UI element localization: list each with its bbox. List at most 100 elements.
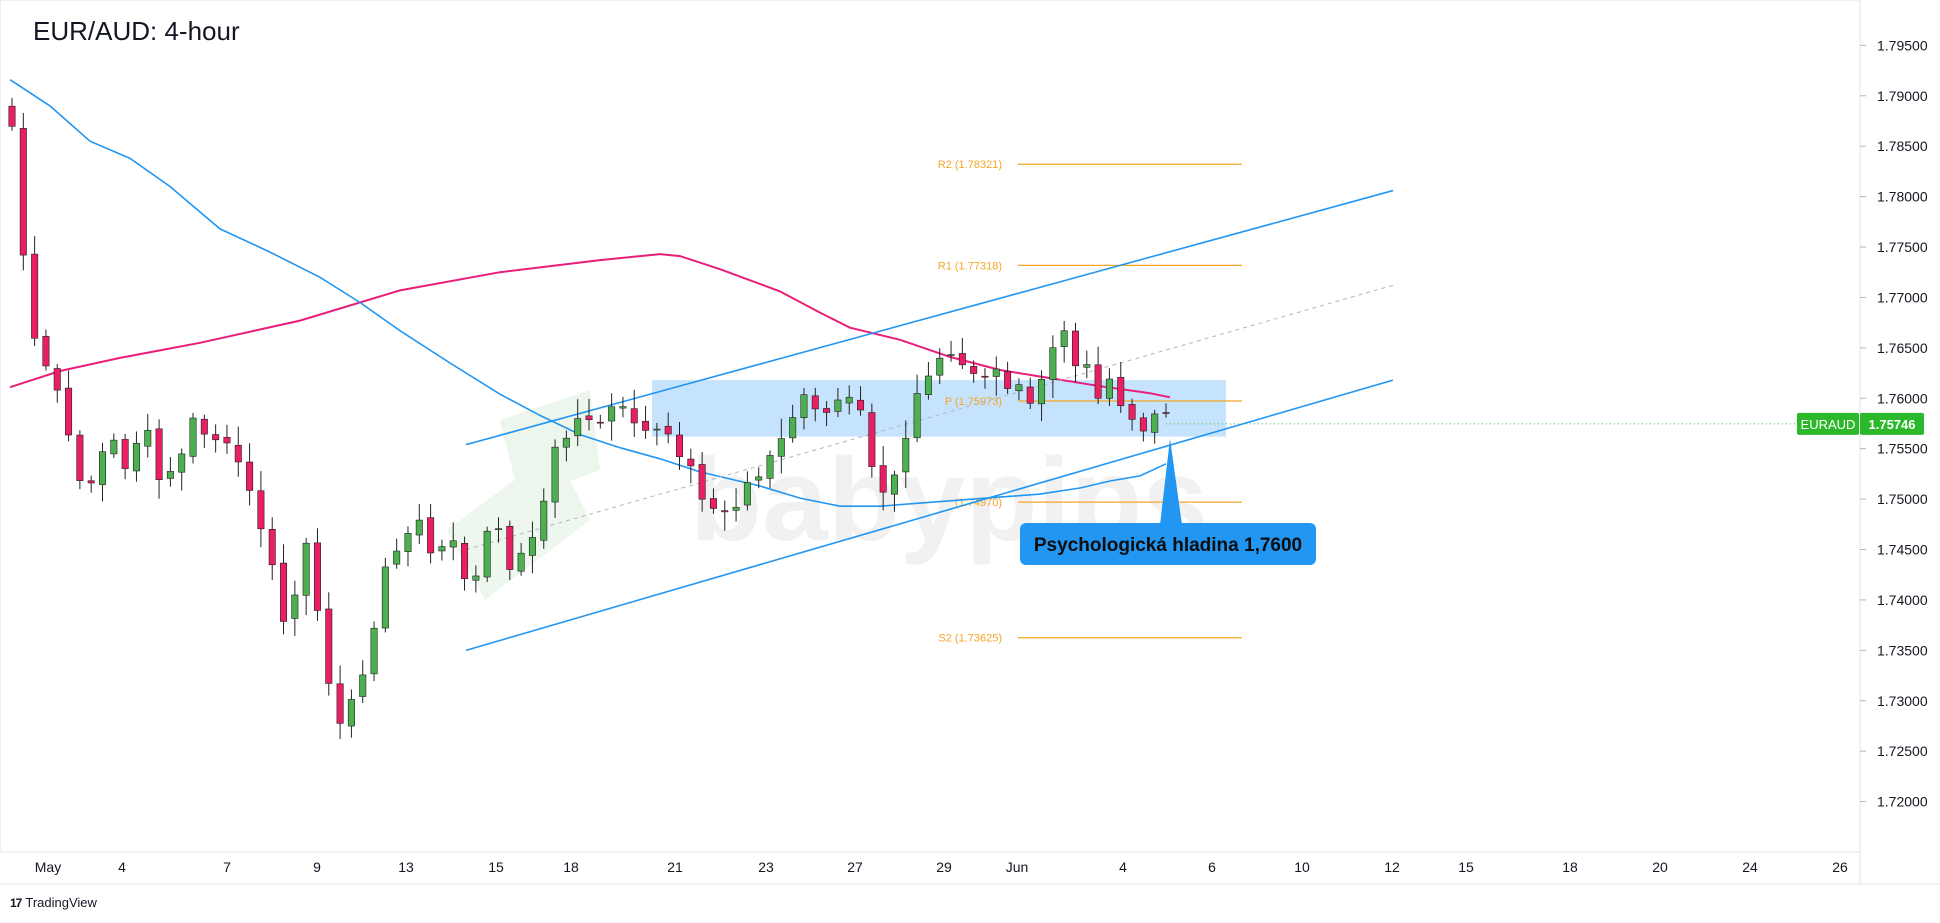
pivot-label: P (1.75973) (945, 396, 1002, 408)
pivot-label: R1 (1.77318) (938, 260, 1002, 272)
candle-body (76, 434, 84, 481)
candle-body (166, 471, 174, 479)
callout-pointer (1160, 438, 1182, 525)
candle-body (200, 418, 208, 435)
candle-body (1105, 378, 1113, 399)
x-tick-label: 24 (1742, 859, 1758, 875)
candle-body (246, 461, 254, 491)
channel-lower-line (465, 379, 1394, 652)
candle-body (676, 434, 684, 458)
candle-body (834, 399, 842, 412)
candle-body (415, 519, 423, 536)
candle-body (427, 517, 435, 554)
candle-body (1015, 384, 1023, 392)
candle-body (924, 375, 932, 395)
y-tick-label: 1.76000 (1877, 390, 1928, 406)
candle-body (291, 594, 299, 619)
x-tick-label: 10 (1294, 859, 1310, 875)
last-price-tag (1860, 412, 1924, 435)
candle-body (823, 408, 831, 413)
candle-body (551, 446, 559, 503)
candle-body (732, 506, 740, 511)
candle-body (302, 542, 310, 596)
candle-body (981, 375, 989, 378)
brand-footer: 17 TradingView (10, 895, 97, 910)
pivot-label: S2 (1.73625) (938, 633, 1002, 645)
watermark-shape (500, 390, 600, 500)
candle-body (336, 683, 344, 724)
candle-body (404, 533, 412, 553)
candle-body (687, 458, 695, 467)
y-tick-label: 1.79000 (1877, 88, 1928, 104)
candle-body (868, 412, 876, 467)
candle-body (890, 474, 898, 495)
candle-body (596, 421, 604, 424)
candle-body (789, 417, 797, 439)
candle-body (630, 408, 638, 424)
x-tick-label: 4 (1119, 859, 1127, 875)
candle-body (381, 566, 389, 629)
candle-body (913, 393, 921, 439)
y-tick-label: 1.77500 (1877, 239, 1928, 255)
candle-body (234, 444, 242, 463)
candle-body (936, 357, 944, 376)
candle-body (562, 437, 570, 448)
candle-body (845, 396, 853, 404)
symbol-tag-label: EURAUD (1801, 417, 1856, 432)
x-tick-label: 15 (488, 859, 504, 875)
candle-body (970, 366, 978, 374)
x-tick-label: 12 (1384, 859, 1400, 875)
y-tick-label: 1.74000 (1877, 592, 1928, 608)
candle-body (743, 482, 751, 506)
y-tick-label: 1.79500 (1877, 37, 1928, 53)
candle-body (777, 438, 785, 457)
candle-body (99, 451, 107, 485)
candle-body (1038, 379, 1046, 405)
candle-body (257, 490, 265, 530)
x-tick-label: 9 (313, 859, 321, 875)
y-tick-label: 1.75500 (1877, 441, 1928, 457)
x-tick-label: 21 (667, 859, 683, 875)
x-tick-label: 15 (1458, 859, 1474, 875)
ema-slow-line (9, 253, 1171, 399)
y-tick-label: 1.78500 (1877, 138, 1928, 154)
candle-body (42, 335, 50, 367)
candle-body (902, 437, 910, 473)
candle-body (664, 425, 672, 435)
candle-body (1026, 386, 1034, 404)
candle-body (8, 105, 16, 127)
x-tick-label: 13 (398, 859, 414, 875)
candle-body (879, 465, 887, 493)
candle-body (992, 368, 1000, 377)
candle-body (585, 415, 593, 420)
candle-body (65, 387, 73, 436)
x-tick-label: 7 (223, 859, 231, 875)
candle-body (178, 453, 186, 473)
candle-body (494, 528, 502, 531)
y-tick-label: 1.72000 (1877, 794, 1928, 810)
channel-upper-line (465, 189, 1394, 446)
candle-body (31, 253, 39, 339)
candle-body (438, 546, 446, 552)
candle-body (506, 525, 514, 570)
candle-body (709, 498, 717, 509)
candle-body (87, 480, 95, 484)
y-tick-label: 1.72500 (1877, 743, 1928, 759)
candle-body (698, 464, 706, 500)
candle-body (1083, 364, 1091, 368)
y-tick-label: 1.73500 (1877, 642, 1928, 658)
candle-body (359, 674, 367, 697)
chart-title: EUR/AUD: 4-hour (33, 16, 240, 46)
candle-body (811, 395, 819, 410)
candle-body (212, 434, 220, 441)
candle-body (653, 428, 661, 431)
callout-box (1020, 523, 1316, 565)
candle-body (393, 550, 401, 565)
candle-body (755, 476, 763, 481)
candle-body (608, 406, 616, 422)
candle-body (132, 442, 140, 472)
x-tick-label: 20 (1652, 859, 1668, 875)
candle-body (347, 699, 355, 727)
candle-body (110, 439, 118, 455)
